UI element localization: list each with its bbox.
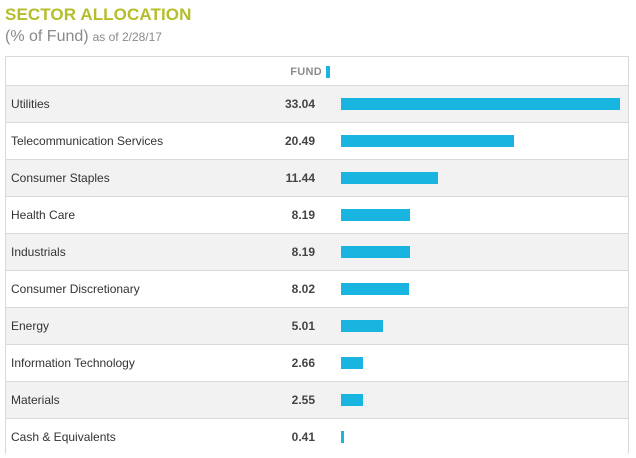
bar [341,209,411,221]
bar [341,98,620,110]
table-row: Utilities 33.04 [6,85,628,122]
allocation-table: FUND Utilities 33.04 Telecommunication Ser… [5,56,629,455]
legend: FUND [6,57,628,85]
bar [341,357,364,369]
category-label: Utilities [11,97,50,111]
category-label: Industrials [11,245,66,259]
chart-subtitle: (% of Fund) as of 2/28/17 [5,27,162,47]
category-label: Consumer Staples [11,171,110,185]
table-row: Information Technology 2.66 [6,344,628,381]
value-label: 8.19 [291,208,315,222]
table-row: Cash & Equivalents 0.41 [6,418,628,455]
table-row: Consumer Staples 11.44 [6,159,628,196]
table-row: Health Care 8.19 [6,196,628,233]
value-label: 0.41 [291,430,315,444]
legend-label-fund: FUND [290,66,322,78]
value-label: 2.55 [291,393,315,407]
category-label: Consumer Discretionary [11,282,140,296]
bar [341,394,363,406]
legend-swatch-fund [326,66,330,78]
category-label: Cash & Equivalents [11,430,116,444]
value-label: 8.19 [291,245,315,259]
bar [341,283,409,295]
bar [341,246,411,258]
value-label: 33.04 [284,97,315,111]
table-row: Materials 2.55 [6,381,628,418]
value-label: 20.49 [284,134,315,148]
category-label: Materials [11,393,60,407]
table-row: Industrials 8.19 [6,233,628,270]
bar [341,431,345,443]
value-label: 11.44 [285,171,315,185]
category-label: Health Care [11,208,76,222]
as-of-date: as of 2/28/17 [92,30,162,44]
table-row: Consumer Discretionary 8.02 [6,270,628,307]
value-label: 5.01 [291,319,315,333]
category-label: Information Technology [11,356,135,370]
category-label: Telecommunication Services [11,134,164,148]
allocation-rows: Utilities 33.04 Telecommunication Services… [6,85,628,455]
table-row: Telecommunication Services 20.49 [6,122,628,159]
value-label: 2.66 [291,356,315,370]
bar [341,172,438,184]
bar [341,320,384,332]
table-row: Energy 5.01 [6,307,628,344]
category-label: Energy [11,319,50,333]
chart-title: SECTOR ALLOCATION [5,5,192,24]
value-label: 8.02 [291,282,315,296]
unit-label: (% of Fund) [5,28,89,45]
bar [341,135,515,147]
